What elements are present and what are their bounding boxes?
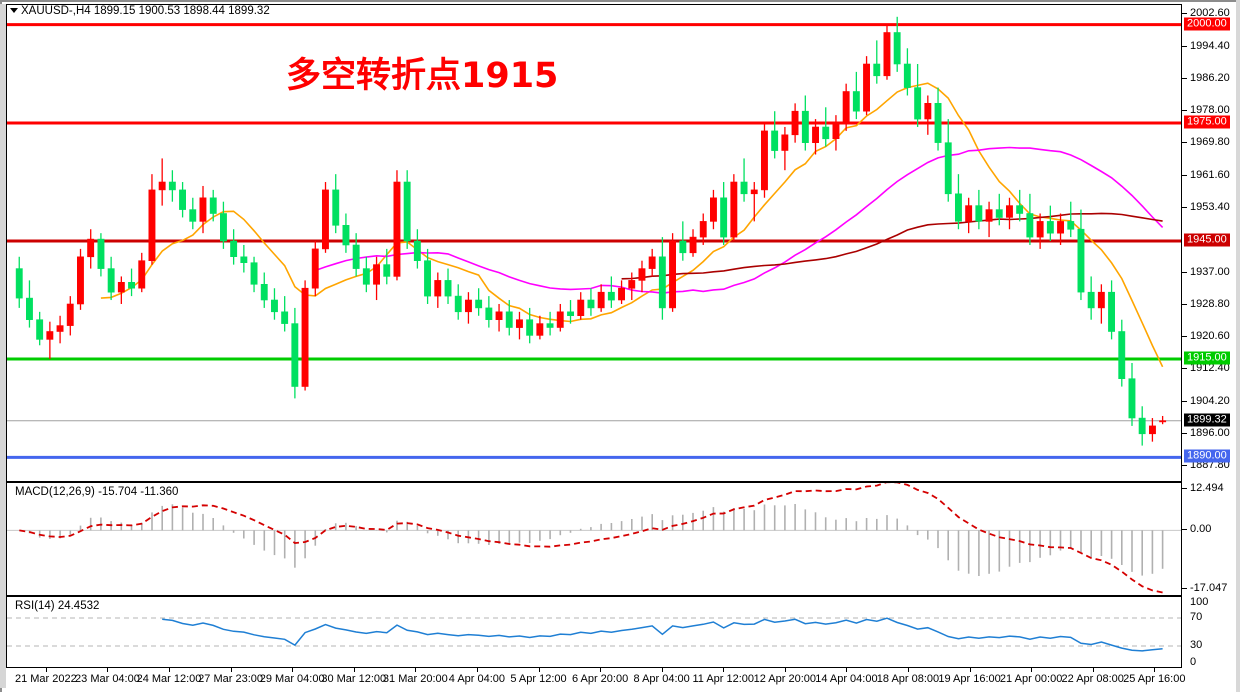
- time-axis-tick: [107, 668, 109, 672]
- time-axis-tick: [45, 668, 47, 672]
- macd-axis-label: -17.047: [1190, 582, 1228, 594]
- price-axis-tick: [1182, 206, 1187, 208]
- time-axis-label: 14 Apr 04:00: [815, 673, 878, 685]
- macd-label: MACD(12,26,9) -15.704 -11.360: [15, 486, 179, 498]
- macd-axis-tick: [1182, 529, 1187, 531]
- time-axis-label: 19 Apr 16:00: [938, 673, 1001, 685]
- price-axis-label: 2002.60: [1190, 7, 1230, 20]
- price-axis-tick: [1182, 271, 1187, 273]
- rsi-axis-label: 70: [1190, 611, 1203, 623]
- macd-axis[interactable]: 12.494 0.00 -17.047: [1182, 482, 1236, 596]
- price-axis-label: 1920.60: [1190, 330, 1230, 343]
- time-axis-label: 6 Apr 20:00: [571, 673, 629, 685]
- price-axis-tick: [1182, 432, 1187, 434]
- macd-axis-label: 12.494: [1190, 482, 1224, 494]
- price-axis-label: 1986.20: [1190, 71, 1230, 84]
- time-axis-label: 5 Apr 12:00: [510, 673, 567, 685]
- price-axis-tick: [1182, 368, 1187, 370]
- symbol-header-text: XAUUSD-,H4 1899.15 1900.53 1898.44 1899.…: [21, 5, 270, 17]
- rsi-axis-label: 100: [1190, 596, 1209, 608]
- price-axis-label: 1969.80: [1190, 136, 1230, 149]
- symbol-header: XAUUSD-,H4 1899.15 1900.53 1898.44 1899.…: [10, 5, 270, 17]
- price-axis-label: 1904.20: [1190, 394, 1230, 407]
- price-axis-label: 1937.00: [1190, 265, 1230, 278]
- price-level-badge[interactable]: 1915.00: [1184, 351, 1230, 365]
- time-axis-tick: [476, 668, 478, 672]
- time-axis-label: 4 Apr 04:00: [448, 673, 506, 685]
- time-axis-tick: [230, 668, 232, 672]
- price-axis-tick: [1182, 336, 1187, 338]
- time-axis-tick: [969, 668, 971, 672]
- price-chart-pane[interactable]: [6, 4, 1182, 482]
- rsi-pane[interactable]: RSI(14) 24.4532: [6, 596, 1182, 668]
- time-axis-tick: [784, 668, 786, 672]
- price-axis-tick: [1182, 77, 1187, 79]
- macd-axis-tick: [1182, 488, 1187, 489]
- time-axis-label: 8 Apr 04:00: [633, 673, 690, 685]
- time-axis-tick: [600, 668, 602, 672]
- rsi-axis-label: 0: [1190, 656, 1197, 668]
- time-axis-tick: [538, 668, 540, 672]
- macd-axis-tick: [1182, 588, 1187, 589]
- time-axis-tick: [169, 668, 171, 672]
- time-axis-line: [6, 667, 1182, 668]
- time-axis-label: 30 Mar 12:00: [321, 673, 387, 685]
- time-axis-tick: [846, 668, 848, 672]
- time-axis-label: 21 Apr 00:00: [999, 673, 1063, 685]
- time-axis-tick: [907, 668, 909, 672]
- time-axis-label: 23 Mar 04:00: [75, 673, 140, 685]
- price-axis-tick: [1182, 465, 1187, 467]
- time-axis-label: 31 Mar 20:00: [382, 673, 448, 685]
- time-axis-tick: [1092, 668, 1094, 672]
- price-axis-tick: [1182, 303, 1187, 305]
- right-scrollbar[interactable]: [1236, 0, 1240, 692]
- time-axis-label: 11 Apr 12:00: [692, 673, 755, 685]
- time-axis-tick: [661, 668, 663, 672]
- macd-plot: [7, 483, 1181, 594]
- time-axis-tick: [1031, 668, 1033, 672]
- macd-axis-label: 0.00: [1190, 523, 1212, 536]
- price-axis-label: 1912.40: [1190, 362, 1230, 375]
- price-axis-label: 1978.00: [1190, 104, 1230, 117]
- price-axis-label: 1928.80: [1190, 297, 1230, 310]
- time-axis-label: 12 Apr 20:00: [753, 673, 817, 685]
- price-axis-tick: [1182, 110, 1187, 112]
- rsi-label: RSI(14) 24.4532: [15, 600, 100, 612]
- time-axis-tick: [415, 668, 417, 672]
- price-axis[interactable]: 2002.60 1994.40 1986.20 1978.00 1969.80 1961.…: [1182, 4, 1236, 482]
- price-level-badge[interactable]: 1890.00: [1184, 449, 1230, 463]
- price-axis-label: 1896.00: [1190, 426, 1230, 439]
- rsi-plot: [7, 617, 1181, 652]
- price-axis-tick: [1182, 13, 1187, 15]
- price-axis-label: 1994.40: [1190, 39, 1230, 52]
- time-axis-label: 29 Mar 04:00: [259, 673, 325, 685]
- price-axis-label: 1953.40: [1190, 200, 1230, 213]
- time-axis-tick: [292, 668, 294, 672]
- price-axis-tick: [1182, 142, 1187, 144]
- price-axis-tick: [1182, 400, 1187, 402]
- macd-pane[interactable]: MACD(12,26,9) -15.704 -11.360: [6, 482, 1182, 596]
- chart-annotation: 多空转折点1915: [286, 56, 559, 96]
- price-axis-tick: [1182, 45, 1187, 47]
- price-level-badge[interactable]: 1945.00: [1184, 233, 1230, 247]
- price-level-badge[interactable]: 2000.00: [1184, 17, 1230, 31]
- rsi-axis[interactable]: 100 70 30 0: [1182, 596, 1236, 668]
- price-axis-tick: [1182, 174, 1187, 176]
- time-axis-label: 24 Mar 12:00: [136, 673, 202, 685]
- time-axis-label: 22 Apr 08:00: [1061, 673, 1124, 685]
- time-axis-label: 21 Mar 2022: [14, 673, 77, 685]
- time-axis-label: 25 Apr 16:00: [1123, 673, 1186, 685]
- time-axis-tick: [1154, 668, 1156, 672]
- price-plot: [7, 16, 1181, 459]
- caret-down-icon[interactable]: [10, 8, 18, 14]
- time-axis[interactable]: 21 Mar 2022 23 Mar 04:00 24 Mar 12:00 27 Ma…: [6, 668, 1236, 692]
- price-level-badge[interactable]: 1975.00: [1184, 115, 1230, 129]
- rsi-axis-label: 30: [1190, 639, 1203, 651]
- time-axis-tick: [353, 668, 355, 672]
- price-level-badge[interactable]: 1899.32: [1184, 413, 1230, 427]
- price-axis-label: 1961.60: [1190, 168, 1230, 181]
- time-axis-label: 18 Apr 08:00: [876, 673, 940, 685]
- time-axis-label: 27 Mar 23:00: [198, 673, 264, 685]
- time-axis-tick: [723, 668, 725, 672]
